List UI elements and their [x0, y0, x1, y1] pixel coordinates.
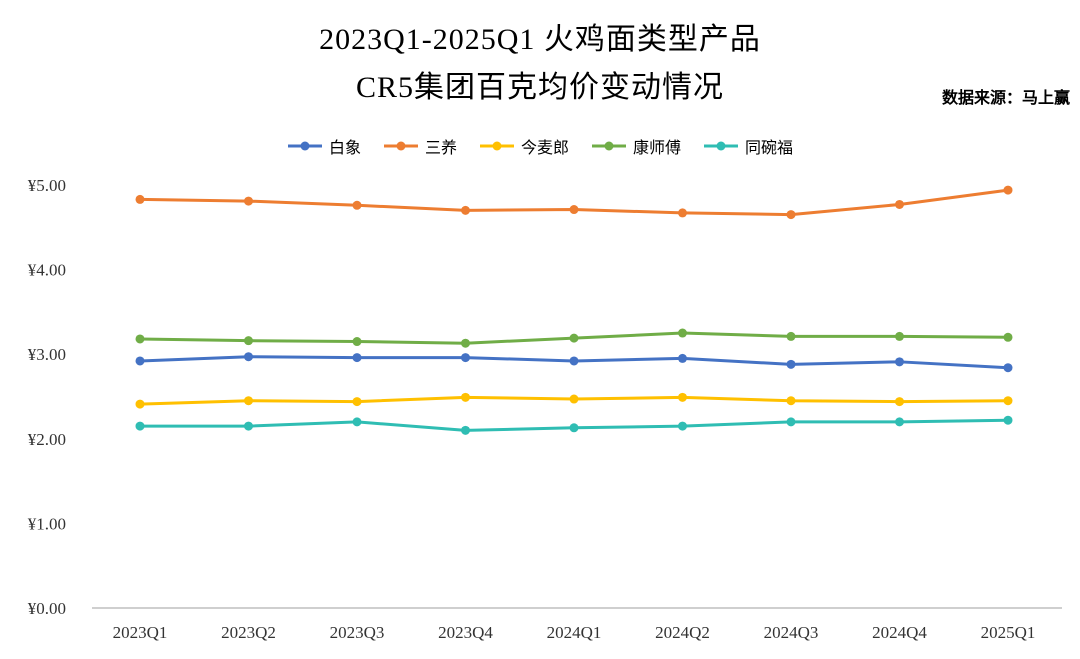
- data-point-三养: [244, 196, 253, 206]
- y-tick-label: ¥2.00: [28, 430, 66, 449]
- data-point-今麦郎: [135, 399, 145, 409]
- data-point-今麦郎: [786, 396, 796, 406]
- legend-marker-icon: [383, 141, 418, 151]
- x-tick-label: 2023Q4: [438, 623, 493, 642]
- y-tick-label: ¥1.00: [28, 514, 66, 533]
- x-tick-label: 2024Q1: [547, 623, 602, 642]
- chart-legend: 白象 三养 今麦郎 康师傅 同碗福: [0, 134, 1080, 158]
- data-source-label: 数据来源：马上赢: [941, 90, 1070, 107]
- data-point-康师傅: [895, 331, 904, 341]
- y-tick-label: ¥4.00: [28, 261, 66, 280]
- data-point-三养: [678, 208, 687, 218]
- x-tick-label: 2024Q2: [655, 623, 710, 642]
- data-point-三养: [352, 200, 362, 210]
- data-point-白象: [895, 357, 904, 367]
- data-point-白象: [135, 356, 145, 366]
- x-tick-label: 2023Q3: [330, 623, 385, 642]
- data-point-三养: [895, 199, 904, 209]
- data-point-同碗福: [678, 421, 687, 431]
- y-tick-label: ¥3.00: [28, 345, 66, 364]
- data-point-三养: [461, 205, 470, 215]
- x-tick-label: 2023Q2: [221, 623, 276, 642]
- legend-label: 今麦郎: [520, 140, 569, 157]
- data-point-白象: [786, 359, 796, 369]
- data-point-白象: [461, 353, 470, 363]
- data-point-康师傅: [135, 334, 145, 344]
- data-point-白象: [352, 353, 362, 363]
- data-point-同碗福: [461, 425, 470, 435]
- data-point-三养: [569, 205, 579, 215]
- chart-title: 2023Q1-2025Q1 火鸡面类型产品 CR5集团百克均价变动情况: [0, 16, 1080, 112]
- data-point-同碗福: [135, 421, 145, 431]
- x-tick-label: 2024Q4: [872, 623, 927, 642]
- data-point-今麦郎: [352, 397, 362, 407]
- data-point-白象: [1003, 363, 1013, 373]
- data-point-康师傅: [678, 328, 687, 338]
- legend-item-康师傅: 康师傅: [591, 134, 681, 158]
- chart-title-line1: 2023Q1-2025Q1 火鸡面类型产品: [319, 23, 761, 56]
- data-point-今麦郎: [895, 397, 904, 407]
- legend-marker-icon: [592, 141, 626, 151]
- data-point-康师傅: [786, 331, 796, 341]
- data-point-康师傅: [569, 333, 579, 343]
- data-point-同碗福: [786, 417, 796, 427]
- data-point-三养: [135, 194, 145, 204]
- data-point-白象: [678, 353, 687, 363]
- x-tick-label: 2025Q1: [981, 623, 1036, 642]
- y-tick-label: ¥5.00: [28, 176, 66, 195]
- legend-item-今麦郎: 今麦郎: [479, 134, 569, 158]
- legend-label: 三养: [424, 140, 457, 157]
- legend-item-同碗福: 同碗福: [703, 134, 793, 158]
- legend-item-白象: 白象: [287, 134, 361, 158]
- data-point-三养: [1003, 185, 1013, 195]
- data-point-康师傅: [352, 337, 362, 347]
- x-tick-label: 2023Q1: [113, 623, 168, 642]
- legend-label: 同碗福: [745, 140, 794, 157]
- data-point-三养: [786, 210, 796, 220]
- data-point-今麦郎: [569, 394, 579, 404]
- legend-marker-icon: [479, 141, 514, 151]
- data-point-康师傅: [244, 336, 253, 346]
- y-tick-label: ¥0.00: [28, 599, 66, 618]
- data-point-康师傅: [1003, 332, 1013, 342]
- legend-item-三养: 三养: [383, 134, 457, 158]
- data-point-今麦郎: [244, 396, 253, 406]
- data-point-同碗福: [895, 417, 904, 427]
- data-point-白象: [244, 352, 253, 362]
- legend-marker-icon: [704, 141, 739, 151]
- data-point-今麦郎: [678, 392, 687, 402]
- data-point-今麦郎: [461, 392, 470, 402]
- legend-label: 康师傅: [633, 140, 682, 157]
- data-point-同碗福: [1003, 415, 1013, 425]
- data-point-康师傅: [461, 338, 470, 348]
- data-point-同碗福: [244, 421, 253, 431]
- x-tick-label: 2024Q3: [764, 623, 819, 642]
- chart-title-line2: CR5集团百克均价变动情况: [355, 71, 725, 104]
- data-point-同碗福: [352, 417, 362, 427]
- data-point-同碗福: [569, 423, 579, 433]
- data-point-白象: [569, 356, 579, 366]
- legend-label: 白象: [328, 140, 361, 157]
- data-point-今麦郎: [1003, 396, 1013, 406]
- legend-marker-icon: [287, 141, 322, 151]
